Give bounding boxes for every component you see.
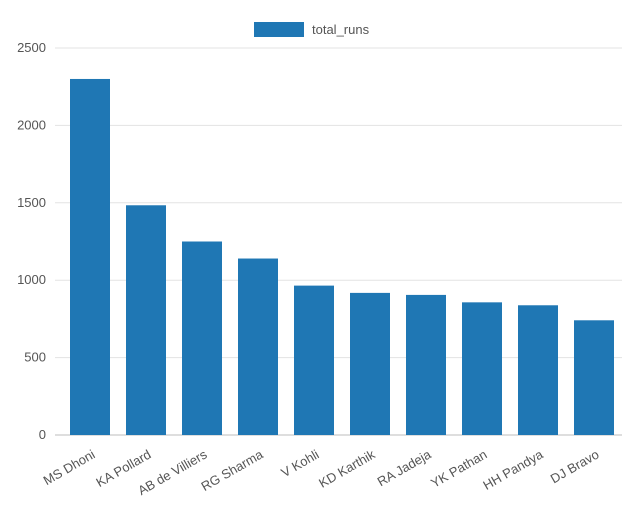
legend-label: total_runs xyxy=(312,22,370,37)
legend-swatch[interactable] xyxy=(254,22,304,37)
x-tick-label: YK Pathan xyxy=(428,447,489,491)
x-tick-label: RA Jadeja xyxy=(375,446,434,489)
bar[interactable] xyxy=(350,292,390,435)
legend: total_runs xyxy=(254,22,370,37)
y-tick-label: 500 xyxy=(24,350,46,365)
bar[interactable] xyxy=(294,285,334,435)
bar[interactable] xyxy=(462,302,502,435)
y-tick-label: 2000 xyxy=(17,117,46,132)
y-tick-label: 2500 xyxy=(17,40,46,55)
y-tick-label: 1000 xyxy=(17,272,46,287)
bars xyxy=(70,78,614,436)
bar[interactable] xyxy=(406,294,446,435)
x-tick-label: KD Karthik xyxy=(316,446,378,490)
x-tick-label: MS Dhoni xyxy=(41,447,98,489)
bar[interactable] xyxy=(182,241,222,436)
x-tick-label: DJ Bravo xyxy=(548,447,602,487)
y-tick-label: 0 xyxy=(39,427,46,442)
bar[interactable] xyxy=(126,205,166,435)
bar[interactable] xyxy=(238,258,278,435)
bar[interactable] xyxy=(70,78,110,436)
x-tick-label: RG Sharma xyxy=(199,446,267,494)
y-tick-label: 1500 xyxy=(17,195,46,210)
x-tick-label: HH Pandya xyxy=(480,446,546,493)
x-tick-label: V Kohli xyxy=(278,447,321,481)
bar[interactable] xyxy=(574,320,614,435)
bar[interactable] xyxy=(518,305,558,435)
